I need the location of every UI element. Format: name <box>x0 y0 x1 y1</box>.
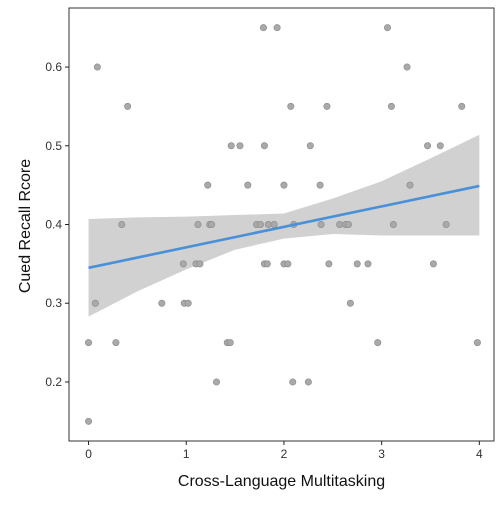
y-tick-label: 0.2 <box>45 375 62 389</box>
data-point <box>403 63 411 71</box>
data-point <box>323 102 331 110</box>
data-point <box>260 142 268 150</box>
data-point <box>429 260 437 268</box>
data-point <box>346 299 354 307</box>
axis-layer: 0 1 2 3 4 0.2 0.3 0.4 0.5 0.6 <box>45 60 483 461</box>
data-point <box>118 221 126 229</box>
regression-line <box>88 184 480 270</box>
regression-line-layer <box>88 184 480 270</box>
data-point <box>384 24 392 32</box>
data-point <box>85 417 93 425</box>
x-tick-label: 3 <box>378 447 385 461</box>
data-point <box>196 260 204 268</box>
x-tick-label: 2 <box>281 447 288 461</box>
data-point <box>259 24 267 32</box>
data-point <box>93 63 101 71</box>
data-point <box>304 378 312 386</box>
data-point <box>263 260 271 268</box>
data-point <box>336 221 344 229</box>
data-point <box>287 102 295 110</box>
data-point <box>316 181 324 189</box>
data-point <box>389 221 397 229</box>
data-point <box>284 260 292 268</box>
data-point <box>353 260 361 268</box>
data-point <box>208 221 216 229</box>
data-point <box>226 339 234 347</box>
data-point <box>442 221 450 229</box>
data-point <box>374 339 382 347</box>
data-point <box>204 181 212 189</box>
data-point <box>273 24 281 32</box>
data-point <box>436 142 444 150</box>
x-axis-label: Cross-Language Multitasking <box>178 473 385 490</box>
y-tick-label: 0.3 <box>45 296 62 310</box>
x-tick-label: 4 <box>476 447 483 461</box>
data-point <box>179 260 187 268</box>
data-point <box>256 221 264 229</box>
data-point <box>184 299 192 307</box>
x-tick-label: 1 <box>183 447 190 461</box>
data-point <box>344 221 352 229</box>
data-point <box>289 378 297 386</box>
y-tick-label: 0.4 <box>45 218 62 232</box>
data-point <box>244 181 252 189</box>
data-point <box>387 102 395 110</box>
data-point <box>112 339 120 347</box>
data-point <box>124 102 132 110</box>
y-axis-label: Cued Recall Rcore <box>17 159 34 293</box>
points-layer <box>85 24 481 425</box>
data-point <box>158 299 166 307</box>
data-point <box>458 102 466 110</box>
y-tick-label: 0.5 <box>45 139 62 153</box>
data-point <box>270 221 278 229</box>
data-point <box>264 221 272 229</box>
data-point <box>424 142 432 150</box>
data-point <box>364 260 372 268</box>
data-point <box>91 299 99 307</box>
data-point <box>213 378 221 386</box>
data-point <box>306 142 314 150</box>
y-tick-label: 0.6 <box>45 60 62 74</box>
data-point <box>325 260 333 268</box>
data-point <box>236 142 244 150</box>
data-point <box>317 221 325 229</box>
data-point <box>227 142 235 150</box>
data-point <box>406 181 414 189</box>
data-point <box>473 339 481 347</box>
x-tick-label: 0 <box>85 447 92 461</box>
data-point <box>280 181 288 189</box>
data-point <box>85 339 93 347</box>
data-point <box>194 221 202 229</box>
